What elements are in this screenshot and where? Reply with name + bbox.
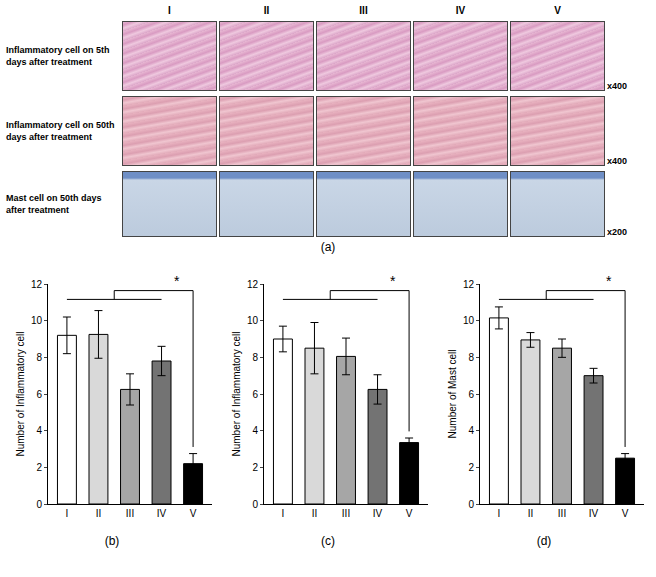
svg-text:12: 12 bbox=[463, 279, 475, 290]
svg-text:IV: IV bbox=[157, 508, 167, 519]
svg-text:2: 2 bbox=[468, 462, 474, 473]
svg-text:Number of Inflammatory cell: Number of Inflammatory cell bbox=[231, 331, 242, 456]
svg-text:10: 10 bbox=[247, 315, 259, 326]
svg-text:IV: IV bbox=[589, 508, 599, 519]
svg-text:0: 0 bbox=[468, 499, 474, 510]
svg-text:4: 4 bbox=[468, 425, 474, 436]
html-text:(d): (d) bbox=[536, 534, 552, 548]
html-text:x200: x200 bbox=[607, 227, 627, 237]
svg-text:8: 8 bbox=[468, 352, 474, 363]
svg-text:II: II bbox=[528, 508, 534, 519]
svg-text:4: 4 bbox=[252, 425, 258, 436]
svg-text:I: I bbox=[66, 508, 69, 519]
html-text:I: I bbox=[168, 5, 171, 16]
html-text:(a): (a) bbox=[320, 240, 336, 254]
svg-text:*: * bbox=[174, 273, 180, 289]
svg-text:III: III bbox=[342, 508, 350, 519]
svg-text:II: II bbox=[96, 508, 102, 519]
svg-text:III: III bbox=[558, 508, 566, 519]
svg-text:Number of Inflammatory cell: Number of Inflammatory cell bbox=[15, 331, 26, 456]
svg-text:10: 10 bbox=[463, 315, 475, 326]
svg-text:0: 0 bbox=[252, 499, 258, 510]
svg-text:2: 2 bbox=[36, 462, 42, 473]
html-text:Inflammatory cell on 50th days: Inflammatory cell on 50th days after tre… bbox=[6, 120, 115, 142]
svg-text:I: I bbox=[498, 508, 501, 519]
html-text:Inflammatory cell on 5th days: Inflammatory cell on 5th days after trea… bbox=[6, 45, 110, 67]
svg-text:10: 10 bbox=[31, 315, 43, 326]
svg-text:*: * bbox=[606, 273, 612, 289]
svg-text:Number of Mast cell: Number of Mast cell bbox=[447, 350, 458, 439]
svg-text:V: V bbox=[406, 508, 413, 519]
svg-text:6: 6 bbox=[36, 389, 42, 400]
svg-text:III: III bbox=[126, 508, 134, 519]
svg-text:II: II bbox=[312, 508, 318, 519]
svg-text:8: 8 bbox=[36, 352, 42, 363]
svg-text:8: 8 bbox=[252, 352, 258, 363]
html-text:Mast cell on 50th days after t: Mast cell on 50th days after treatment bbox=[6, 193, 102, 215]
html-text:x400: x400 bbox=[607, 81, 627, 91]
svg-text:6: 6 bbox=[252, 389, 258, 400]
svg-text:4: 4 bbox=[36, 425, 42, 436]
svg-text:0: 0 bbox=[36, 499, 42, 510]
html-text:(b): (b) bbox=[104, 534, 120, 548]
html-text:V: V bbox=[554, 5, 561, 16]
svg-text:*: * bbox=[390, 273, 396, 289]
svg-text:6: 6 bbox=[468, 389, 474, 400]
html-text:(c): (c) bbox=[321, 534, 335, 548]
svg-text:12: 12 bbox=[31, 279, 43, 290]
html-text:III: III bbox=[359, 5, 368, 16]
svg-text:V: V bbox=[190, 508, 197, 519]
svg-text:V: V bbox=[622, 508, 629, 519]
svg-text:IV: IV bbox=[373, 508, 383, 519]
html-text:x400: x400 bbox=[607, 156, 627, 166]
html-text:II: II bbox=[263, 5, 270, 16]
html-text:IV: IV bbox=[455, 5, 466, 16]
svg-text:2: 2 bbox=[252, 462, 258, 473]
svg-text:I: I bbox=[282, 508, 285, 519]
svg-text:12: 12 bbox=[247, 279, 259, 290]
